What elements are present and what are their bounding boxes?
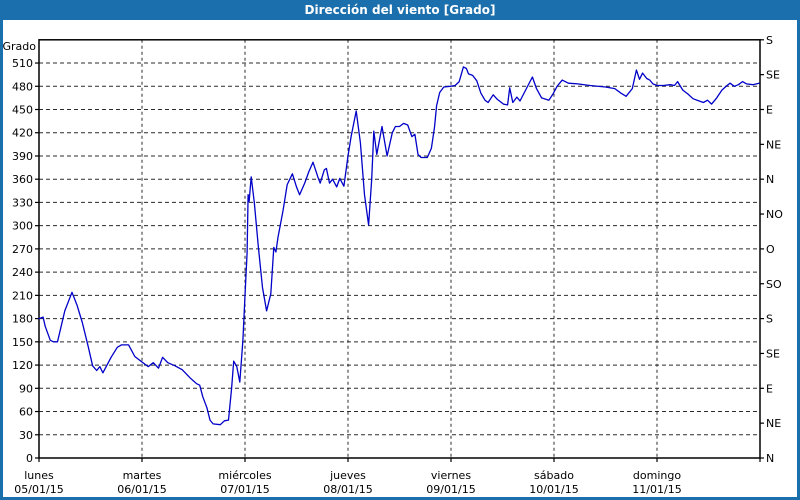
y-left-tick-label: 330 bbox=[12, 196, 33, 209]
y-left-tick-label: 300 bbox=[12, 220, 33, 233]
frame-border-left bbox=[0, 20, 3, 500]
x-day-label: jueves bbox=[329, 469, 366, 482]
y-right-tick-label: E bbox=[766, 104, 773, 117]
x-day-label: viernes bbox=[431, 469, 471, 482]
y-left-tick-label: 30 bbox=[19, 429, 33, 442]
y-left-tick-label: 360 bbox=[12, 173, 33, 186]
y-right-tick-label: SE bbox=[766, 347, 780, 360]
x-date-label: 06/01/15 bbox=[117, 483, 166, 496]
y-right-tick-label: S bbox=[766, 313, 773, 326]
y-left-tick-label: 180 bbox=[12, 313, 33, 326]
y-right-tick-label: N bbox=[766, 452, 774, 465]
y-left-tick-label: 240 bbox=[12, 266, 33, 279]
y-left-tick-label: 390 bbox=[12, 150, 33, 163]
y-left-tick-label: 480 bbox=[12, 80, 33, 93]
y-left-tick-label: 120 bbox=[12, 359, 33, 372]
window-title-bar: Dirección del viento [Grado] bbox=[0, 0, 800, 20]
y-right-tick-label: NE bbox=[766, 417, 781, 430]
y-left-tick-label: 0 bbox=[26, 452, 33, 465]
y-right-tick-label: NE bbox=[766, 138, 781, 151]
frame-border-bottom bbox=[0, 497, 800, 500]
x-date-label: 05/01/15 bbox=[14, 483, 63, 496]
y-left-tick-label: 60 bbox=[19, 406, 33, 419]
x-date-label: 07/01/15 bbox=[220, 483, 269, 496]
x-day-label: sábado bbox=[534, 469, 574, 482]
y-right-tick-label: N bbox=[766, 173, 774, 186]
y-left-tick-label: 90 bbox=[19, 382, 33, 395]
y-left-tick-label: 210 bbox=[12, 289, 33, 302]
y-right-tick-label: E bbox=[766, 382, 773, 395]
y-left-tick-label: 270 bbox=[12, 243, 33, 256]
y-right-tick-label: O bbox=[766, 243, 775, 256]
y-left-tick-label: 450 bbox=[12, 104, 33, 117]
x-day-label: miércoles bbox=[218, 469, 271, 482]
y-left-tick-label: 420 bbox=[12, 127, 33, 140]
y-right-tick-label: NO bbox=[766, 208, 783, 221]
y-right-tick-label: SE bbox=[766, 69, 780, 82]
y-right-tick-label: S bbox=[766, 34, 773, 47]
frame-border-right bbox=[797, 20, 800, 500]
y-axis-title: Grado bbox=[3, 40, 37, 53]
wind-direction-line bbox=[38, 66, 760, 426]
x-day-label: martes bbox=[123, 469, 162, 482]
x-day-label: domingo bbox=[633, 469, 681, 482]
y-left-tick-label: 150 bbox=[12, 336, 33, 349]
x-day-label: lunes bbox=[24, 469, 54, 482]
x-date-label: 11/01/15 bbox=[632, 483, 681, 496]
x-date-label: 10/01/15 bbox=[529, 483, 578, 496]
x-date-label: 08/01/15 bbox=[323, 483, 372, 496]
y-left-tick-label: 510 bbox=[12, 57, 33, 70]
x-date-label: 09/01/15 bbox=[426, 483, 475, 496]
window-title: Dirección del viento [Grado] bbox=[304, 3, 496, 17]
y-right-tick-label: SO bbox=[766, 278, 782, 291]
